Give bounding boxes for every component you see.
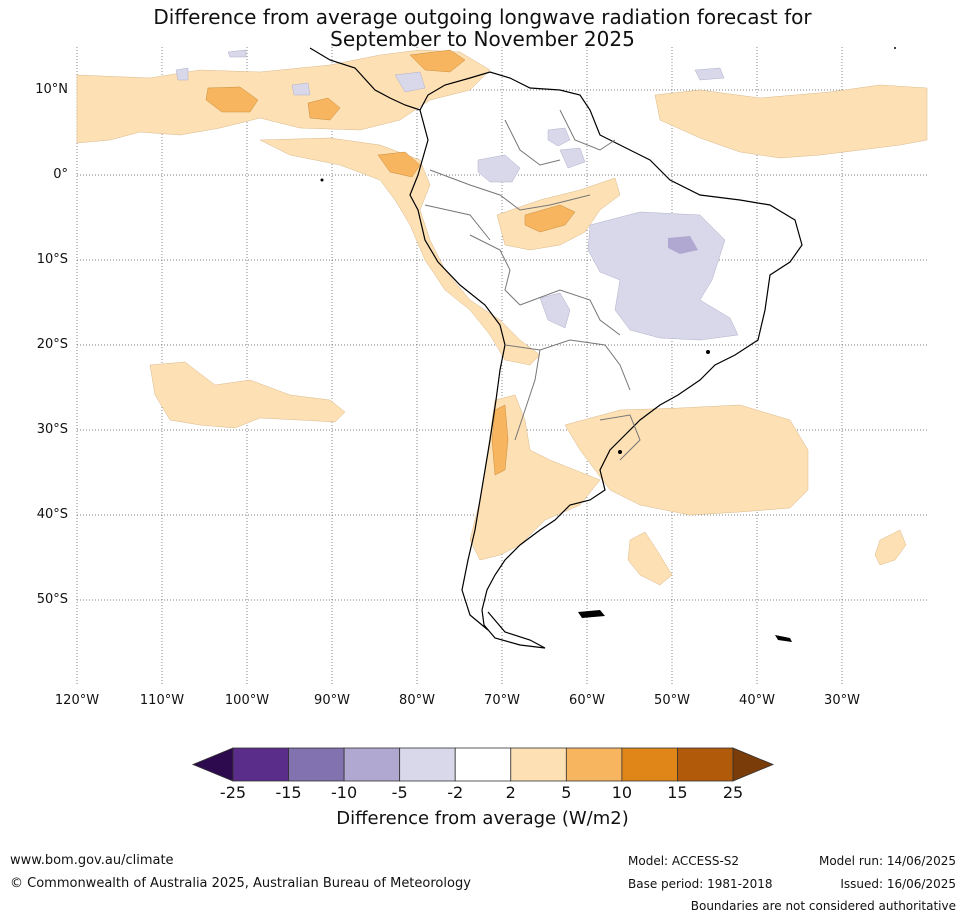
colorbar-tick-label: 25 bbox=[722, 783, 744, 802]
negative-anomaly-medium bbox=[668, 236, 698, 254]
lat-label: 30°S bbox=[36, 422, 68, 437]
boundaries-disclaimer: Boundaries are not considered authoritat… bbox=[690, 899, 956, 913]
colorbar-tick-label: 2 bbox=[505, 783, 516, 802]
base-period: Base period: 1981-2018 bbox=[628, 877, 773, 891]
colorbar-tick-label: 15 bbox=[667, 783, 688, 802]
colorbar-tick-label: -5 bbox=[391, 783, 408, 802]
lat-label: 40°S bbox=[36, 507, 68, 522]
model-name: Model: ACCESS-S2 bbox=[628, 854, 740, 868]
colorbar-tick-label: -15 bbox=[275, 783, 302, 802]
lon-label: 70°W bbox=[484, 693, 520, 708]
issued-date: Issued: 16/06/2025 bbox=[840, 877, 956, 891]
lon-label: 40°W bbox=[739, 693, 775, 708]
colorbar-tick-label: -2 bbox=[447, 783, 464, 802]
lat-label: 50°S bbox=[36, 592, 68, 607]
positive-anomaly-medium bbox=[205, 49, 576, 476]
copyright-notice: © Commonwealth of Australia 2025, Austra… bbox=[10, 876, 471, 891]
map-title-line2: September to November 2025 bbox=[330, 27, 635, 51]
website-link[interactable]: www.bom.gov.au/climate bbox=[10, 853, 174, 868]
negative-anomaly-light bbox=[175, 49, 739, 341]
map-title-line1: Difference from average outgoing longwav… bbox=[153, 5, 812, 29]
colorbar-tick-label: 5 bbox=[561, 783, 572, 802]
positive-anomaly-light bbox=[76, 49, 928, 586]
lon-label: 30°W bbox=[824, 693, 860, 708]
lon-label: 120°W bbox=[54, 693, 100, 708]
lat-label: 20°S bbox=[36, 337, 68, 352]
lat-label: 10°N bbox=[35, 82, 68, 97]
lon-label: 110°W bbox=[139, 693, 185, 708]
lon-label: 80°W bbox=[399, 693, 435, 708]
lon-label: 90°W bbox=[314, 693, 350, 708]
lon-label: 100°W bbox=[224, 693, 270, 708]
lat-label: 0° bbox=[53, 167, 68, 182]
lon-label: 60°W bbox=[569, 693, 605, 708]
model-run-date: Model run: 14/06/2025 bbox=[818, 854, 956, 868]
lat-label: 10°S bbox=[36, 252, 68, 267]
colorbar-tick-label: -10 bbox=[331, 783, 358, 802]
country-borders bbox=[424, 109, 641, 461]
graticule bbox=[76, 47, 927, 685]
lon-label: 50°W bbox=[654, 693, 690, 708]
colorbar-tick-label: -25 bbox=[219, 783, 247, 802]
colorbar-tick-label: 10 bbox=[611, 783, 633, 802]
islands bbox=[320, 47, 896, 642]
colorbar-label: Difference from average (W/m2) bbox=[336, 808, 629, 829]
